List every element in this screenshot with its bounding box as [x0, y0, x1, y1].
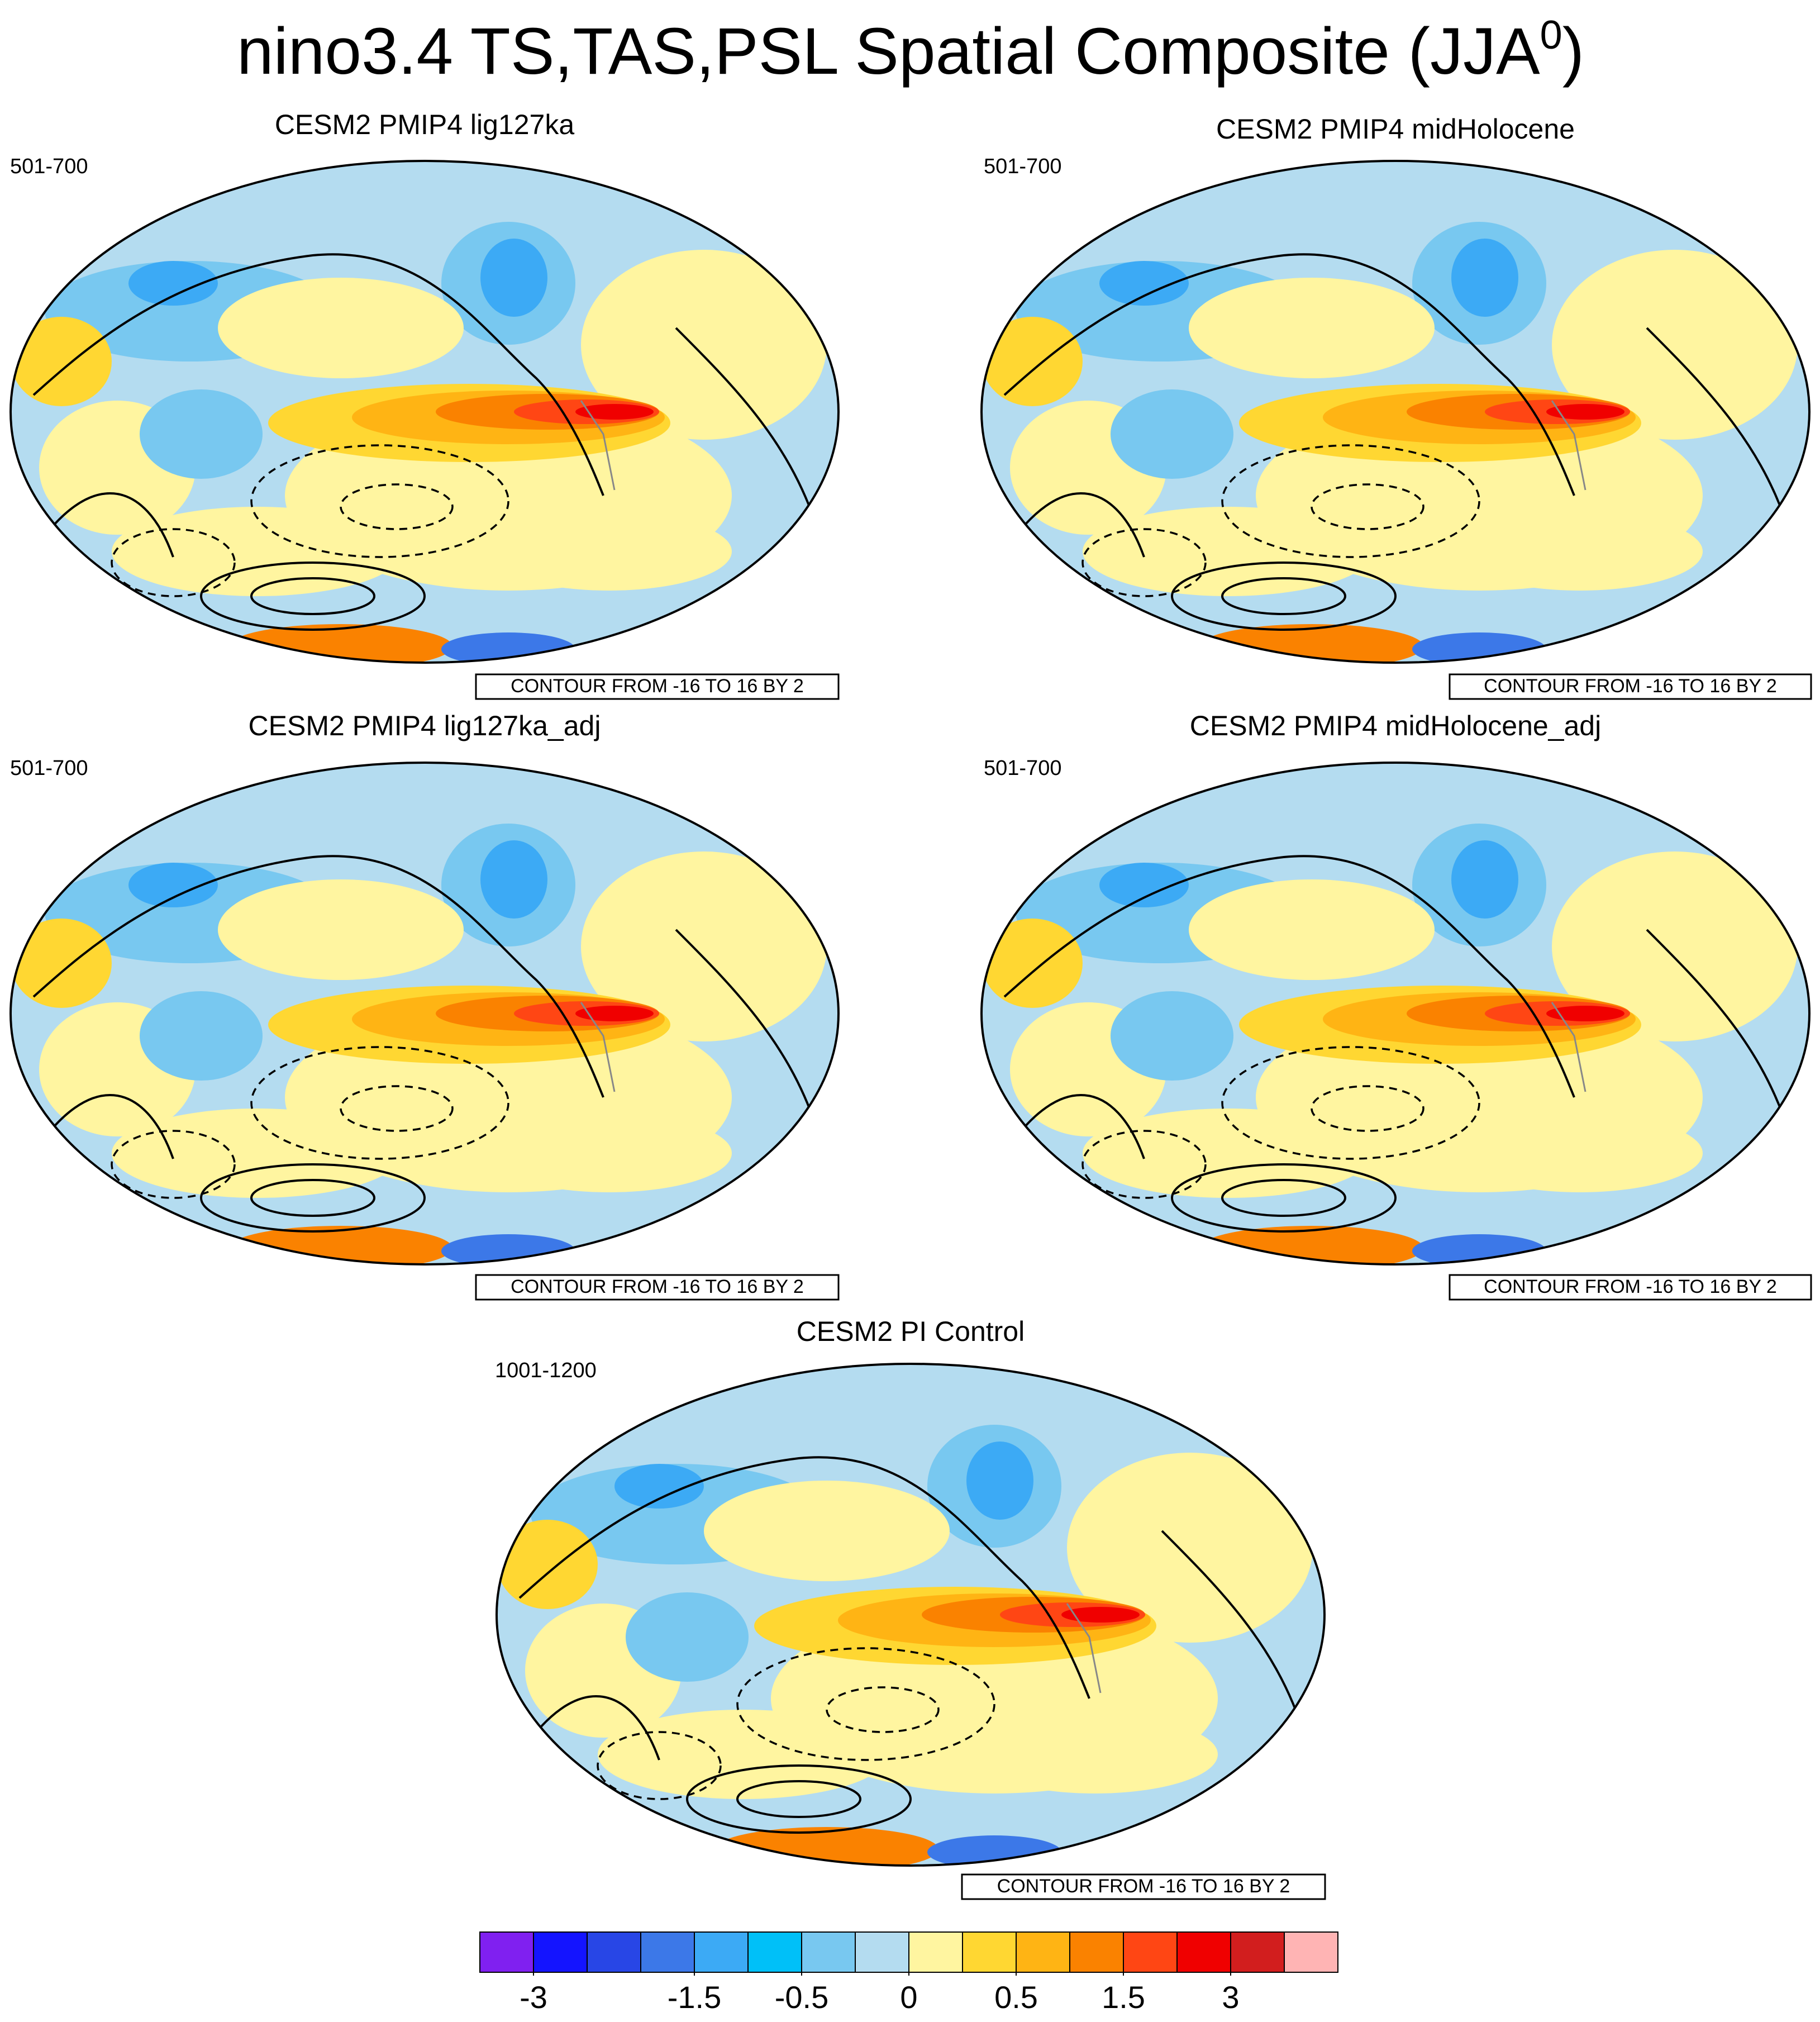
panel-period: 501-700 — [10, 155, 88, 178]
contour-note: CONTOUR FROM -16 TO 16 BY 2 — [511, 675, 804, 697]
title-main: nino3.4 TS,TAS,PSL Spatial Composite (JJ… — [237, 15, 1540, 88]
colorbar-box — [1069, 1931, 1124, 1973]
panel-period: 1001-1200 — [495, 1359, 597, 1382]
contour-note-box — [475, 673, 840, 700]
panel: CESM2 PMIP4 lig127ka_adj 501-700 CONTOUR F… — [8, 710, 841, 1301]
colorbar: -3 -1.5 -0.5 0 0.5 1.5 3 — [479, 1931, 1338, 2015]
colorbar-box — [587, 1931, 641, 1973]
colorbar-box — [855, 1931, 909, 1973]
colorbar-box — [479, 1931, 534, 1973]
colorbar-box — [801, 1931, 856, 1973]
colorbar-box — [747, 1931, 802, 1973]
colorbar-box — [1284, 1931, 1338, 1973]
map — [494, 1362, 1327, 1872]
contour-note: CONTOUR FROM -16 TO 16 BY 2 — [997, 1876, 1290, 1897]
colorbar-box — [908, 1931, 963, 1973]
panel: CESM2 PMIP4 midHolocene_adj 501-700 CONTOU… — [979, 710, 1812, 1301]
map — [979, 159, 1812, 669]
map — [8, 760, 841, 1271]
colorbar-box — [533, 1931, 588, 1973]
panel-period: 501-700 — [984, 155, 1061, 178]
contour-note: CONTOUR FROM -16 TO 16 BY 2 — [1484, 1276, 1777, 1297]
panel: CESM2 PMIP4 midHolocene 501-700 CONTOUR FR… — [979, 113, 1812, 700]
title-end: ) — [1562, 15, 1584, 88]
figure-title: nino3.4 TS,TAS,PSL Spatial Composite (JJ… — [237, 13, 1584, 88]
panel: CESM2 PI Control 1001-1200 CONTOUR FROM -1… — [494, 1316, 1327, 1900]
map — [8, 159, 841, 669]
contour-note: CONTOUR FROM -16 TO 16 BY 2 — [1484, 675, 1777, 697]
colorbar-box — [1123, 1931, 1178, 1973]
panel-title: CESM2 PMIP4 lig127ka — [275, 109, 575, 140]
contour-note: CONTOUR FROM -16 TO 16 BY 2 — [511, 1276, 804, 1297]
panel-title: CESM2 PMIP4 midHolocene — [1216, 113, 1575, 145]
panel-period: 501-700 — [10, 757, 88, 780]
colorbar-box — [694, 1931, 749, 1973]
panel-title: CESM2 PMIP4 midHolocene_adj — [1190, 710, 1601, 741]
panels: CESM2 PMIP4 lig127ka 501-700 CONTOUR FROM … — [8, 109, 1812, 1900]
colorbar-label: 3 — [1222, 1980, 1239, 2015]
panel: CESM2 PMIP4 lig127ka 501-700 CONTOUR FROM … — [8, 109, 841, 700]
panel-title: CESM2 PI Control — [797, 1316, 1025, 1347]
colorbar-box — [1230, 1931, 1285, 1973]
map — [979, 760, 1812, 1271]
colorbar-box — [962, 1931, 1017, 1973]
panel-period: 501-700 — [984, 757, 1061, 780]
colorbar-label: 0 — [900, 1980, 917, 2015]
colorbar-label: -1.5 — [668, 1980, 722, 2015]
contour-note-box — [961, 1873, 1326, 1900]
colorbar-label: -3 — [520, 1980, 547, 2015]
colorbar-box — [640, 1931, 695, 1973]
colorbar-box — [1176, 1931, 1231, 1973]
contour-note-box — [1449, 1274, 1812, 1301]
panel-title: CESM2 PMIP4 lig127ka_adj — [249, 710, 601, 741]
title-sup: 0 — [1540, 13, 1562, 58]
contour-note-box — [475, 1274, 840, 1301]
colorbar-label: -0.5 — [775, 1980, 829, 2015]
contour-note-box — [1449, 673, 1812, 700]
colorbar-label: 0.5 — [994, 1980, 1038, 2015]
colorbar-label: 1.5 — [1102, 1980, 1145, 2015]
colorbar-box — [1016, 1931, 1070, 1973]
